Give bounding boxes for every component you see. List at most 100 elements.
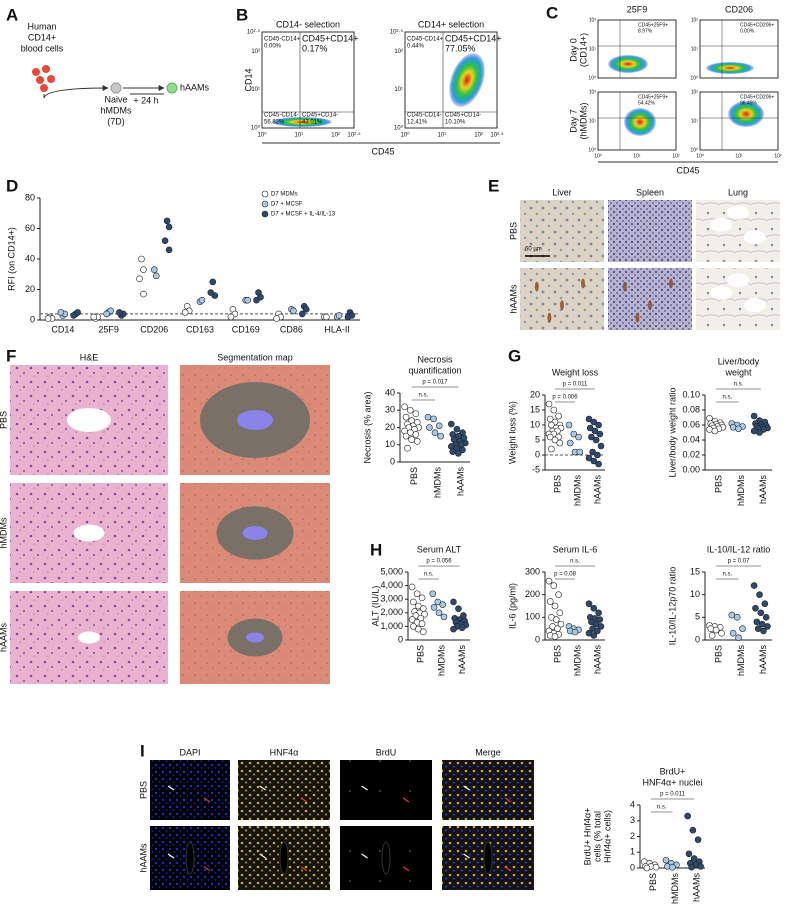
data-point <box>419 628 427 636</box>
significance-label: n.s. <box>418 393 428 399</box>
data-point <box>302 306 310 313</box>
micrograph <box>608 268 692 330</box>
data-point <box>207 289 215 296</box>
data-point <box>596 430 604 438</box>
y-tick-label: 30 <box>385 405 395 415</box>
chart-title: quantification <box>408 365 461 375</box>
y-tick-label: 10¹ <box>691 118 699 124</box>
significance-label: p = 0.07 <box>728 559 751 565</box>
cell-icon <box>36 76 44 84</box>
data-point <box>750 412 758 420</box>
micrograph <box>608 200 692 262</box>
significance-label: p = 0.011 <box>563 382 588 388</box>
alveolus <box>710 217 733 232</box>
y-tick-label: 10² <box>691 89 699 95</box>
row-label: hMDMs <box>0 517 8 548</box>
x-tick-label: 25F9 <box>98 324 119 334</box>
data-point <box>57 309 65 316</box>
x-tick-label: 10¹ <box>633 153 641 159</box>
alveolus <box>743 230 766 245</box>
data-point <box>273 315 280 322</box>
data-point <box>764 623 771 630</box>
x-tick-label: HLA-II <box>324 324 350 334</box>
data-point <box>694 836 702 843</box>
data-point <box>290 307 297 315</box>
gate-label: 54.42% <box>638 100 656 106</box>
vessel <box>67 408 111 432</box>
flow-density <box>608 55 648 73</box>
y-tick-label: 40 <box>385 387 395 397</box>
y-tick-label: 10² <box>691 17 699 23</box>
y-tick-label: 15 <box>530 404 540 414</box>
data-point <box>662 856 670 864</box>
column-title: Merge <box>475 747 501 757</box>
y-tick-label: 0.02 <box>682 449 700 459</box>
data-point <box>430 415 437 423</box>
panel-label: G <box>508 346 521 365</box>
stain <box>648 300 652 311</box>
y-tick-label: 1,000 <box>380 621 403 631</box>
data-point <box>735 634 742 642</box>
data-point <box>402 413 410 421</box>
data-point <box>435 422 443 430</box>
data-point <box>244 296 252 304</box>
column-title: 25F9 <box>627 4 648 14</box>
data-point <box>209 278 217 286</box>
quadrant-label: 56.82% <box>264 120 285 126</box>
significance-label: p = 0.006 <box>552 395 578 401</box>
x-tick-label: CD206 <box>140 324 168 334</box>
cell-icon <box>40 84 48 92</box>
y-tick-label: 300 <box>525 566 540 576</box>
arrow-marker <box>300 866 308 872</box>
data-point <box>590 418 598 426</box>
data-point <box>585 454 593 462</box>
x-tick-label: 10²·⁵ <box>490 132 504 139</box>
data-point <box>760 627 767 635</box>
x-tick-label: CD86 <box>280 324 303 334</box>
data-point <box>597 442 605 450</box>
arrow-marker <box>203 866 211 872</box>
data-point <box>418 594 426 602</box>
data-point <box>140 266 147 273</box>
data-point <box>435 609 443 617</box>
row-label: (hMDMs) <box>578 103 588 140</box>
x-tick-label: 10¹ <box>294 133 303 139</box>
chart-title: Necrosis <box>417 354 453 364</box>
x-tick-label: 10²·⁵ <box>347 132 361 139</box>
data-point <box>455 450 462 457</box>
column-title: CD206 <box>725 4 753 14</box>
arrow-marker <box>504 866 512 872</box>
data-point <box>136 275 143 283</box>
chart-title: IL-10/IL-12 ratio <box>707 544 771 554</box>
arrow-marker <box>300 797 308 803</box>
significance-label: n.s. <box>722 572 732 578</box>
y-tick-label: 10¹ <box>394 87 403 93</box>
significance-label: n.s. <box>734 382 744 388</box>
x-tick-label: CD169 <box>232 324 260 334</box>
data-point <box>437 432 444 440</box>
vessel <box>73 524 105 542</box>
y-axis-label: Weight loss (%) <box>507 401 517 464</box>
stain <box>669 278 673 289</box>
row-label: hAAMs <box>508 284 518 314</box>
data-point <box>412 612 420 619</box>
data-point <box>165 223 173 231</box>
y-tick-label: 40 <box>25 253 35 263</box>
data-point <box>739 625 746 632</box>
data-point <box>550 582 558 589</box>
data-point <box>408 583 416 591</box>
row-label: PBS <box>508 222 518 240</box>
y-axis-label: IL-10/IL-12p70 ratio <box>667 567 677 646</box>
y-tick-label: 100 <box>525 612 540 622</box>
axis-label: CD14 <box>243 68 253 91</box>
data-point <box>415 625 422 633</box>
column-title: Spleen <box>636 187 664 197</box>
data-point <box>459 446 466 454</box>
arrow-marker <box>402 866 410 872</box>
y-tick-label: 2,000 <box>380 607 403 617</box>
schematic-text: blood cells <box>21 43 64 53</box>
y-tick-label: 10⁰ <box>690 147 698 153</box>
data-point <box>588 433 595 441</box>
quadrant-label: CD45+CD14+ <box>445 33 502 43</box>
x-tick-label: 10⁰ <box>594 153 602 159</box>
